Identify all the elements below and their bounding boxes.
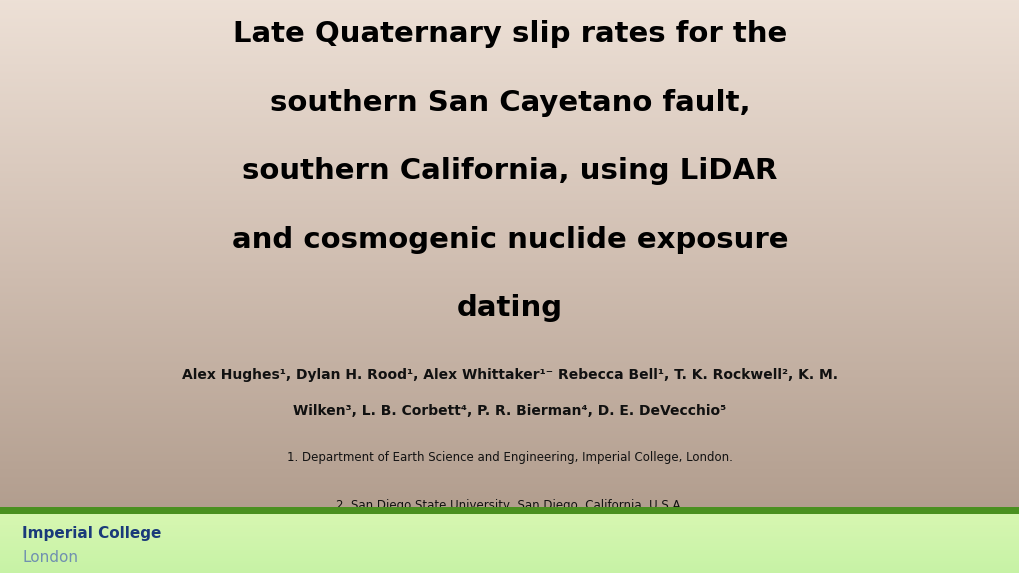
Text: and cosmogenic nuclide exposure: and cosmogenic nuclide exposure xyxy=(231,226,788,254)
Text: dating: dating xyxy=(457,294,562,322)
Text: southern California, using LiDAR: southern California, using LiDAR xyxy=(243,157,776,185)
Text: Wilken³, L. B. Corbett⁴, P. R. Bierman⁴, D. E. DeVecchio⁵: Wilken³, L. B. Corbett⁴, P. R. Bierman⁴,… xyxy=(293,404,726,418)
Text: southern San Cayetano fault,: southern San Cayetano fault, xyxy=(269,89,750,117)
Bar xyxy=(0,507,1019,513)
Text: Late Quaternary slip rates for the: Late Quaternary slip rates for the xyxy=(232,20,787,48)
Text: Imperial College: Imperial College xyxy=(22,525,162,540)
Text: 3. Australian Nuclear Science and Technology Organization, Sydney, New South Wal: 3. Australian Nuclear Science and Techno… xyxy=(253,548,766,573)
Text: London: London xyxy=(22,550,78,565)
Text: 1. Department of Earth Science and Engineering, Imperial College, London.: 1. Department of Earth Science and Engin… xyxy=(286,452,733,464)
Text: 2. San Diego State University, San Diego, California, U.S.A.: 2. San Diego State University, San Diego… xyxy=(335,500,684,512)
Text: Alex Hughes¹, Dylan H. Rood¹, Alex Whittaker¹⁻ Rebecca Bell¹, T. K. Rockwell², K: Alex Hughes¹, Dylan H. Rood¹, Alex Whitt… xyxy=(181,368,838,382)
